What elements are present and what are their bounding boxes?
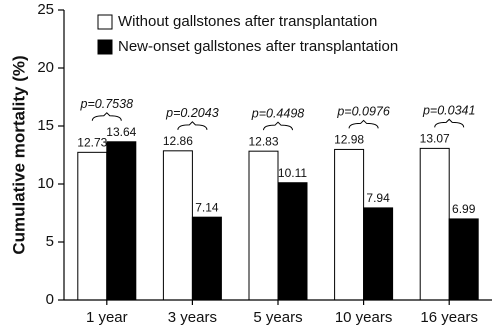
p-value: p=0.2043 — [165, 106, 219, 120]
bracket — [434, 118, 465, 128]
value-label: 7.14 — [195, 200, 219, 214]
bar — [363, 207, 394, 301]
value-label: 12.86 — [163, 134, 193, 148]
legend-label: New-onset gallstones after transplantati… — [118, 38, 398, 55]
value-label: 6.99 — [452, 202, 476, 216]
y-tick-label: 10 — [37, 175, 54, 192]
y-tick-label: 15 — [37, 117, 54, 134]
value-label: 13.07 — [420, 132, 450, 146]
bar — [334, 148, 365, 301]
bracket — [263, 121, 293, 131]
value-label: 10.11 — [278, 166, 307, 180]
x-tick-label: 16 years — [420, 309, 478, 326]
bar — [448, 218, 479, 301]
p-value: p=0.0341 — [422, 104, 475, 118]
value-label: 12.98 — [334, 133, 364, 147]
bracket — [91, 112, 122, 121]
bar — [419, 147, 450, 301]
x-tick-label: 10 years — [335, 309, 393, 326]
x-tick-label: 5 years — [253, 309, 302, 326]
legend-label: Without gallstones after transplantation — [118, 13, 377, 30]
y-axis-label: Cumulative mortality (%) — [9, 55, 28, 254]
x-tick-label: 1 year — [86, 309, 128, 326]
bracket — [177, 121, 208, 130]
legend-swatch — [97, 14, 113, 30]
y-tick-label: 20 — [37, 59, 54, 76]
x-tick-label: 3 years — [168, 309, 217, 326]
value-label: 12.83 — [248, 134, 278, 148]
value-label: 12.73 — [77, 136, 107, 150]
bar — [77, 151, 108, 301]
p-value: p=0.7538 — [80, 97, 134, 111]
legend-swatch — [97, 39, 113, 55]
bar — [191, 216, 222, 301]
bracket — [348, 119, 379, 129]
p-value: p=0.0976 — [336, 105, 390, 119]
bar — [248, 150, 279, 301]
y-tick-label: 25 — [37, 1, 54, 18]
bar — [162, 150, 193, 301]
value-label: 7.94 — [366, 191, 390, 205]
p-value: p=0.4498 — [251, 106, 305, 120]
bar — [106, 141, 137, 301]
y-tick-label: 5 — [46, 233, 54, 250]
value-label: 13.64 — [106, 125, 136, 139]
bar — [277, 182, 308, 301]
y-tick-label: 0 — [46, 291, 54, 308]
